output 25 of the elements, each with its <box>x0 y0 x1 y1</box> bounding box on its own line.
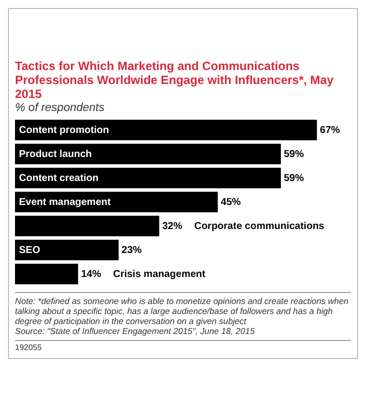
text: Note: *defined as someone who is able to monetize opinions and create reactions when talking about a specific topic, has a large audience/base of followers and has a high degree of participation in the conversation on a given subject <box>15 296 350 326</box>
y-tick-label: Content creation <box>19 172 98 184</box>
y-tick-label: Event management <box>19 196 112 208</box>
data-label: 59% <box>284 172 304 184</box>
y-tick-label: Crisis management <box>113 268 206 280</box>
bar <box>15 144 281 164</box>
data-label: 45% <box>220 196 241 208</box>
text: 192055 <box>15 340 351 352</box>
bar <box>15 168 281 188</box>
chart-subtitle: % of respondents <box>15 102 106 114</box>
bar <box>15 216 160 236</box>
data-label: 67% <box>320 124 340 136</box>
chart-title: Tactics for Which Marketing and Communications Professionals Worldwide Engage with Influencers*, May 2015 <box>15 59 335 101</box>
data-label: 32% <box>162 220 182 232</box>
y-tick-label: SEO <box>19 244 40 256</box>
bar <box>15 240 119 260</box>
bar <box>15 264 78 284</box>
bar <box>15 120 317 140</box>
y-tick-label: Corporate communications <box>194 220 325 232</box>
data-label: 59% <box>284 148 304 160</box>
data-label: 14% <box>81 268 102 280</box>
y-tick-label: Content promotion <box>19 124 109 136</box>
data-label: 23% <box>122 244 142 256</box>
source-note: Source: "State of Influencer Engagement 2015", June 18, 2015 <box>15 326 256 336</box>
y-tick-label: Product launch <box>19 148 92 160</box>
